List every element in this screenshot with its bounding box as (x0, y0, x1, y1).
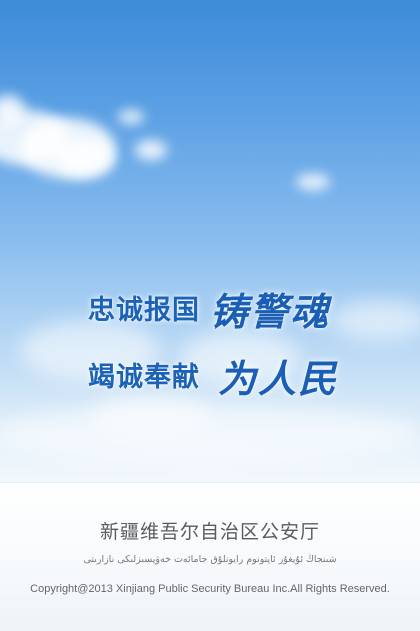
organization-name-chinese: 新疆维吾尔自治区公安厅 (99, 521, 320, 543)
slogan-line-1-script: 铸警魂 (210, 289, 331, 334)
cloud (135, 140, 167, 160)
splash-background: 忠诚报国 铸警魂 竭诚奉献 为人民 (0, 0, 420, 482)
copyright-text: Copyright@2013 Xinjiang Public Security … (30, 583, 390, 595)
organization-name-uyghur: شىنجاڭ ئۇيغۇر ئاپتونوم رايونلۇق جامائەت … (83, 554, 337, 565)
cloud (296, 174, 330, 190)
slogan-line-1-plain: 忠诚报国 (88, 295, 200, 326)
slogan-line-2-plain: 竭诚奉献 (88, 362, 200, 393)
slogan-line-2-script: 为人民 (218, 356, 339, 401)
footer: 新疆维吾尔自治区公安厅 شىنجاڭ ئۇيغۇر ئاپتونوم رايون… (0, 482, 420, 631)
cloud (55, 138, 115, 178)
cloud (20, 320, 160, 380)
cloud (0, 405, 420, 465)
cloud (118, 110, 144, 124)
cloud (180, 330, 300, 385)
cloud (330, 300, 420, 340)
slogan-line-1: 忠诚报国 铸警魂 (0, 278, 420, 334)
slogan-line-2: 竭诚奉献 为人民 (0, 345, 420, 401)
